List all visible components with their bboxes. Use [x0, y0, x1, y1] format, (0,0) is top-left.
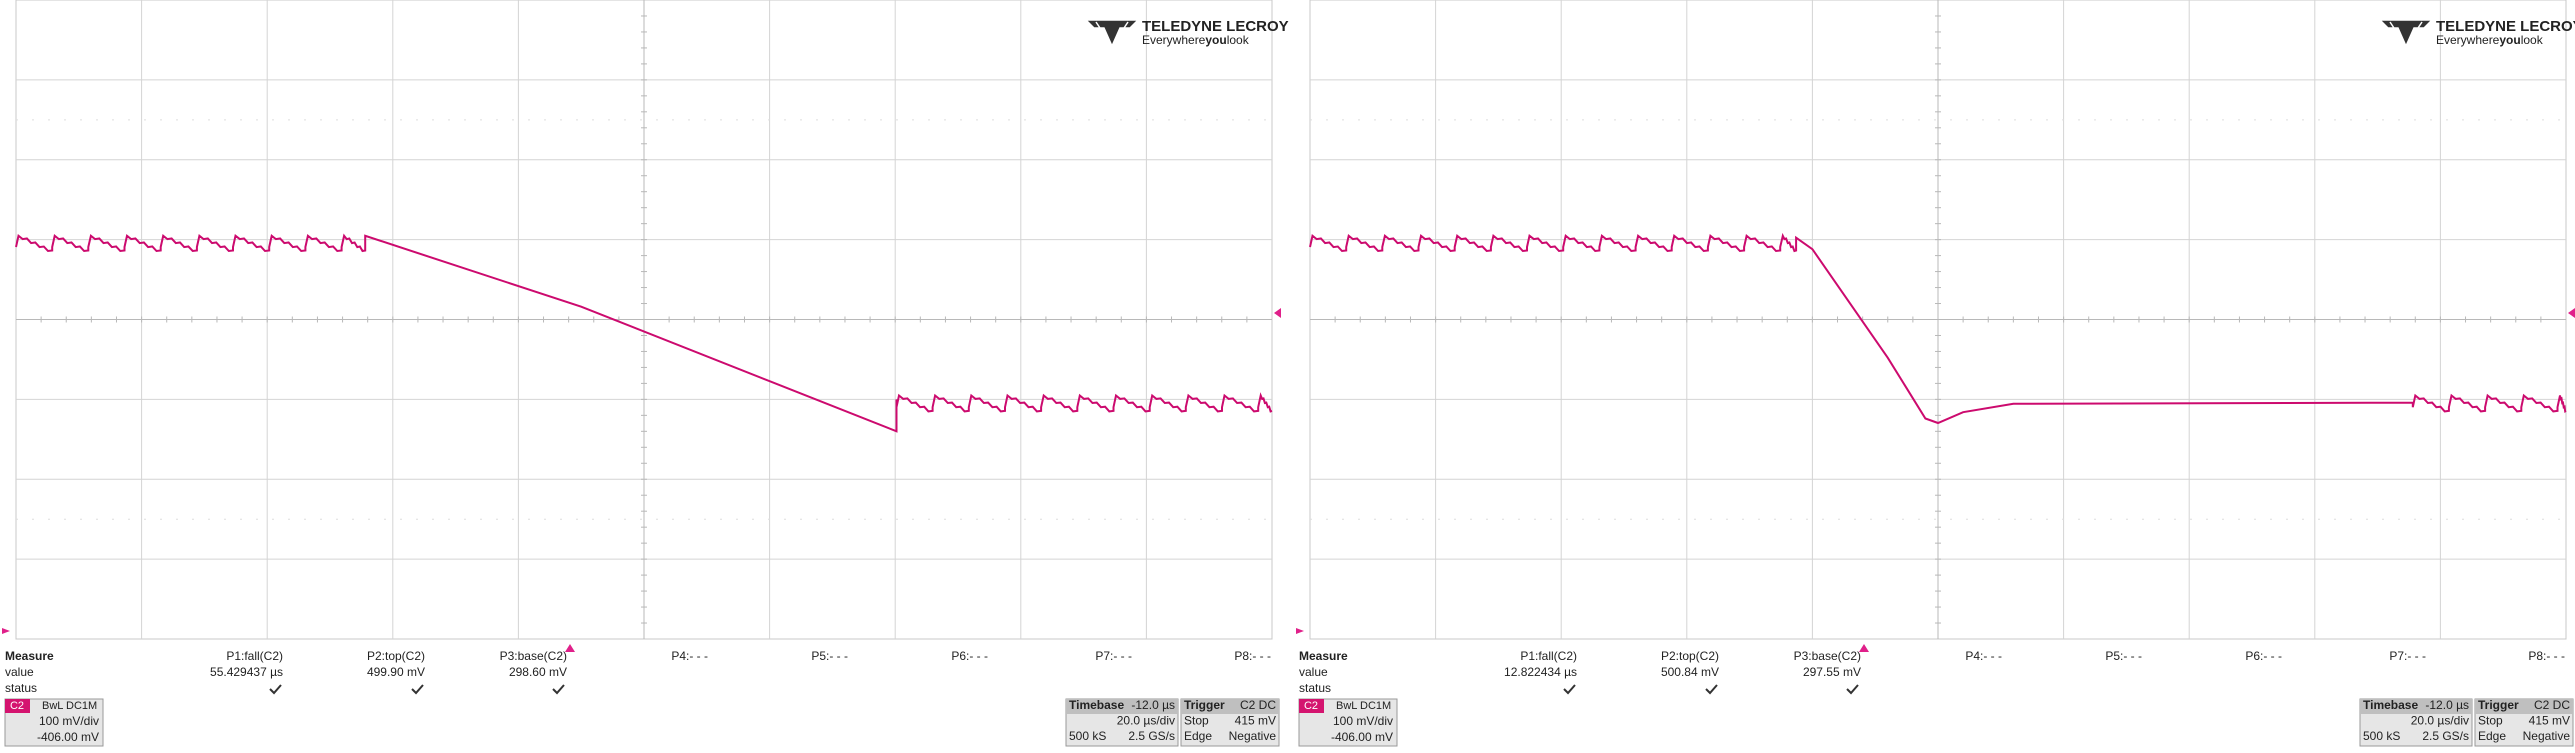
tagline-part: look: [2521, 33, 2544, 47]
logo-brand: TELEDYNE LECROY: [1142, 18, 1289, 35]
channel-coupling: BwL DC1M: [42, 700, 97, 712]
trigger-field: 415 mV: [1235, 714, 1276, 728]
logo-tagline: Everywhereyoulook: [2436, 33, 2544, 47]
logo-icon: [1084, 19, 1140, 48]
timebase-field: 2.5 GS/s: [2422, 729, 2469, 743]
timebase-field: 500 kS: [2363, 729, 2400, 743]
measure-param: P7:- - -: [2389, 649, 2426, 663]
tagline-part: you: [2499, 33, 2520, 47]
trigger-marker: [565, 644, 575, 652]
measure-value: 297.55 mV: [1803, 665, 1861, 679]
status-check: [411, 684, 424, 695]
measure-row-label: status: [5, 681, 37, 695]
trigger-field: 415 mV: [2529, 714, 2570, 728]
trigger-field: Trigger: [1184, 698, 1225, 712]
tagline-part: Everywhere: [2436, 33, 2500, 47]
logo-tagline: Everywhereyoulook: [1142, 33, 1250, 47]
trigger-marker: [1859, 644, 1869, 652]
measure-param: P8:- - -: [1234, 649, 1271, 663]
channel-offset: -406.00 mV: [37, 730, 99, 744]
channel-tag: [5, 699, 30, 713]
measure-param: P6:- - -: [951, 649, 988, 663]
status-check: [1563, 684, 1576, 695]
timebase-field: 20.0 µs/div: [1117, 714, 1175, 728]
trigger-field: Stop: [2478, 714, 2503, 728]
measure-row-label: value: [5, 665, 34, 679]
trigger-field: C2 DC: [2534, 698, 2570, 712]
channel-label: C2: [1304, 700, 1318, 712]
status-check: [1846, 684, 1859, 695]
trigger-header: [1181, 699, 1279, 714]
timebase-field: 2.5 GS/s: [1128, 729, 1175, 743]
channel-coupling: BwL DC1M: [1336, 700, 1391, 712]
measure-param: P5:- - -: [811, 649, 848, 663]
waveform-trace: [1309, 232, 2567, 425]
tagline-part: look: [1227, 33, 1250, 47]
measure-param: P1:fall(C2): [1520, 649, 1577, 663]
measure-param: P4:- - -: [671, 649, 708, 663]
ground-marker: [2, 628, 10, 634]
timebase-field: Timebase: [2363, 698, 2418, 712]
status-check: [552, 684, 565, 695]
measure-value: 12.822434 µs: [1504, 665, 1577, 679]
measure-param: P1:fall(C2): [226, 649, 283, 663]
measure-row-label: value: [1299, 665, 1328, 679]
timebase-field: -12.0 µs: [2425, 698, 2469, 712]
timebase-header: [1066, 699, 1178, 714]
logo-icon: [2378, 19, 2434, 48]
level-marker: [1274, 308, 1281, 318]
trigger-field: C2 DC: [1240, 698, 1276, 712]
status-check: [1705, 684, 1718, 695]
measure-param: P7:- - -: [1095, 649, 1132, 663]
timebase-field: -12.0 µs: [1131, 698, 1175, 712]
channel-label: C2: [10, 700, 24, 712]
timebase-header: [2360, 699, 2472, 714]
measure-row-label: status: [1299, 681, 1331, 695]
measure-value: 298.60 mV: [509, 665, 567, 679]
tagline-part: you: [1205, 33, 1226, 47]
status-check: [269, 684, 282, 695]
trigger-field: Edge: [2478, 729, 2506, 743]
channel-tag: [1299, 699, 1324, 713]
measure-param: P3:base(C2): [1794, 649, 1861, 663]
measure-value: 55.429437 µs: [210, 665, 283, 679]
measure-param: P3:base(C2): [500, 649, 567, 663]
channel-scale: 100 mV/div: [39, 714, 99, 728]
timebase-field: 20.0 µs/div: [2411, 714, 2469, 728]
ground-marker: [1296, 628, 1304, 634]
trigger-field: Trigger: [2478, 698, 2519, 712]
timebase-field: Timebase: [1069, 698, 1124, 712]
measure-value: 500.84 mV: [1661, 665, 1719, 679]
measure-title: Measure: [5, 649, 54, 663]
channel-scale: 100 mV/div: [1333, 714, 1393, 728]
trigger-field: Negative: [2523, 729, 2571, 743]
channel-offset: -406.00 mV: [1331, 730, 1393, 744]
measure-title: Measure: [1299, 649, 1348, 663]
measure-param: P8:- - -: [2528, 649, 2565, 663]
measure-value: 499.90 mV: [367, 665, 425, 679]
measure-param: P4:- - -: [1965, 649, 2002, 663]
trigger-field: Edge: [1184, 729, 1212, 743]
trigger-field: Stop: [1184, 714, 1209, 728]
measure-param: P2:top(C2): [1661, 649, 1719, 663]
tagline-part: Everywhere: [1142, 33, 1206, 47]
measure-param: P6:- - -: [2245, 649, 2282, 663]
measure-param: P5:- - -: [2105, 649, 2142, 663]
trigger-header: [2475, 699, 2573, 714]
trigger-field: Negative: [1229, 729, 1277, 743]
level-marker: [2568, 308, 2575, 318]
waveform-trace: [15, 233, 1273, 433]
measure-param: P2:top(C2): [367, 649, 425, 663]
timebase-field: 500 kS: [1069, 729, 1106, 743]
logo-brand: TELEDYNE LECROY: [2436, 18, 2575, 35]
